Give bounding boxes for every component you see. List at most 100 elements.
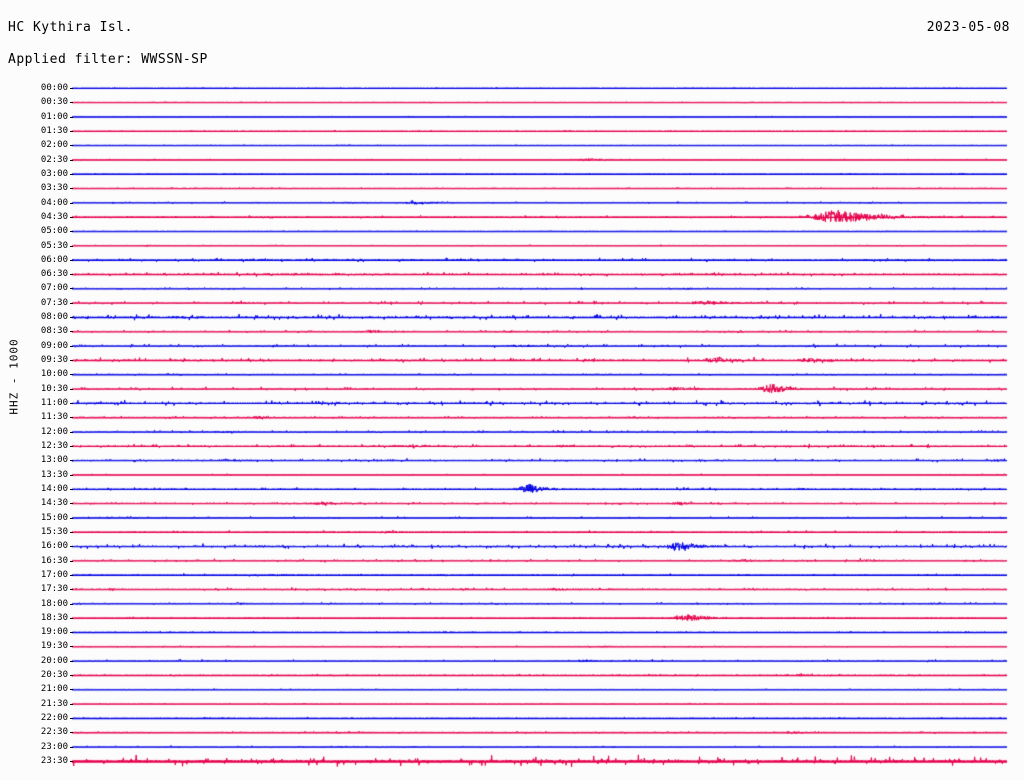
time-tick: [70, 517, 73, 519]
helicorder-plot[interactable]: 00:00 00:30 01:00 01:30 02:00 02:30 03:00 03:30…: [0, 78, 1024, 778]
time-tick: [70, 603, 73, 605]
time-label-1900: 19:00: [40, 627, 68, 638]
time-label-0930: 09:30: [40, 355, 68, 366]
time-tick: [70, 718, 73, 720]
time-tick: [70, 675, 73, 677]
time-label-1230: 12:30: [40, 441, 68, 451]
time-tick: [70, 245, 73, 247]
time-tick: [70, 202, 73, 204]
time-label-1300: 13:00: [40, 455, 68, 466]
time-tick: [70, 331, 73, 333]
time-label-0030: 00:30: [40, 97, 68, 108]
time-tick: [70, 102, 73, 104]
time-tick: [70, 88, 73, 89]
time-tick: [70, 274, 73, 276]
time-label-2300: 23:00: [40, 741, 68, 752]
seismogram-traces: [0, 78, 1024, 778]
time-label-2130: 21:30: [40, 698, 68, 709]
time-label-1400: 14:00: [40, 483, 68, 494]
time-tick: [70, 474, 73, 476]
time-label-2200: 22:00: [40, 713, 68, 724]
time-tick: [70, 761, 73, 763]
time-tick: [70, 703, 73, 705]
time-tick: [70, 732, 73, 734]
record-date: 2023-05-08: [926, 20, 1010, 35]
time-tick: [70, 345, 73, 347]
time-label-1830: 18:30: [40, 612, 68, 623]
time-label-0300: 03:00: [40, 168, 68, 179]
time-label-1130: 11:30: [40, 412, 68, 423]
time-tick: [70, 216, 73, 218]
time-label-1330: 13:30: [40, 469, 68, 480]
time-label-1730: 17:30: [40, 584, 68, 595]
time-label-1700: 17:00: [40, 569, 68, 580]
time-tick: [70, 145, 73, 147]
time-label-1430: 14:30: [40, 498, 68, 509]
time-label-2100: 21:00: [40, 684, 68, 695]
time-tick: [70, 589, 73, 591]
time-label-2230: 22:30: [40, 727, 68, 738]
time-tick: [70, 632, 73, 634]
time-label-0200: 02:00: [40, 140, 68, 151]
applied-filter-label: Applied filter: WWSSN-SP: [8, 52, 208, 67]
time-label-2030: 20:30: [40, 670, 68, 681]
time-label-0330: 03:30: [40, 183, 68, 194]
time-tick: [70, 317, 73, 319]
time-tick: [70, 460, 73, 462]
time-tick: [70, 560, 73, 562]
time-label-1800: 18:00: [40, 598, 68, 609]
time-label-2330: 23:30: [40, 756, 68, 767]
time-tick: [70, 546, 73, 548]
time-tick: [70, 617, 73, 619]
time-tick: [70, 689, 73, 691]
time-tick: [70, 231, 73, 233]
time-label-0800: 08:00: [40, 312, 68, 323]
time-tick: [70, 431, 73, 433]
time-tick: [70, 374, 73, 376]
time-tick: [70, 388, 73, 390]
time-label-1530: 15:30: [40, 526, 68, 537]
time-label-1630: 16:30: [40, 555, 68, 566]
time-tick: [70, 503, 73, 505]
time-tick: [70, 360, 73, 362]
time-tick: [70, 159, 73, 161]
time-label-0830: 08:30: [40, 326, 68, 337]
time-label-1000: 10:00: [40, 369, 68, 380]
time-tick: [70, 574, 73, 576]
time-label-0900: 09:00: [40, 340, 68, 351]
time-label-0400: 04:00: [40, 197, 68, 208]
time-tick: [70, 746, 73, 748]
time-label-0500: 05:00: [40, 226, 68, 237]
time-tick: [70, 660, 73, 662]
time-label-0230: 02:30: [40, 154, 68, 165]
time-tick: [70, 417, 73, 419]
time-label-1600: 16:00: [40, 541, 68, 552]
time-tick: [70, 488, 73, 490]
time-tick: [70, 446, 73, 447]
time-tick: [70, 403, 73, 405]
time-label-0430: 04:30: [40, 211, 68, 222]
time-label-0630: 06:30: [40, 269, 68, 280]
station-title: HC Kythira Isl.: [8, 20, 133, 35]
time-label-1930: 19:30: [40, 641, 68, 652]
time-tick: [70, 173, 73, 175]
time-tick: [70, 116, 73, 118]
time-tick: [70, 531, 73, 533]
time-tick: [70, 302, 73, 304]
time-label-0100: 01:00: [40, 111, 68, 122]
time-tick: [70, 288, 73, 290]
time-label-1100: 11:00: [40, 398, 68, 409]
time-tick: [70, 259, 73, 261]
time-label-1200: 12:00: [40, 426, 68, 437]
time-tick: [70, 130, 73, 132]
time-label-1500: 15:00: [40, 512, 68, 523]
time-tick: [70, 646, 73, 648]
time-label-1030: 10:30: [40, 383, 68, 394]
time-label-0130: 01:30: [40, 125, 68, 136]
time-label-0730: 07:30: [40, 297, 68, 308]
time-label-0700: 07:00: [40, 283, 68, 294]
time-label-2000: 20:00: [40, 655, 68, 666]
time-label-0600: 06:00: [40, 254, 68, 265]
time-tick: [70, 188, 73, 190]
time-label-0000: 00:00: [40, 83, 68, 93]
